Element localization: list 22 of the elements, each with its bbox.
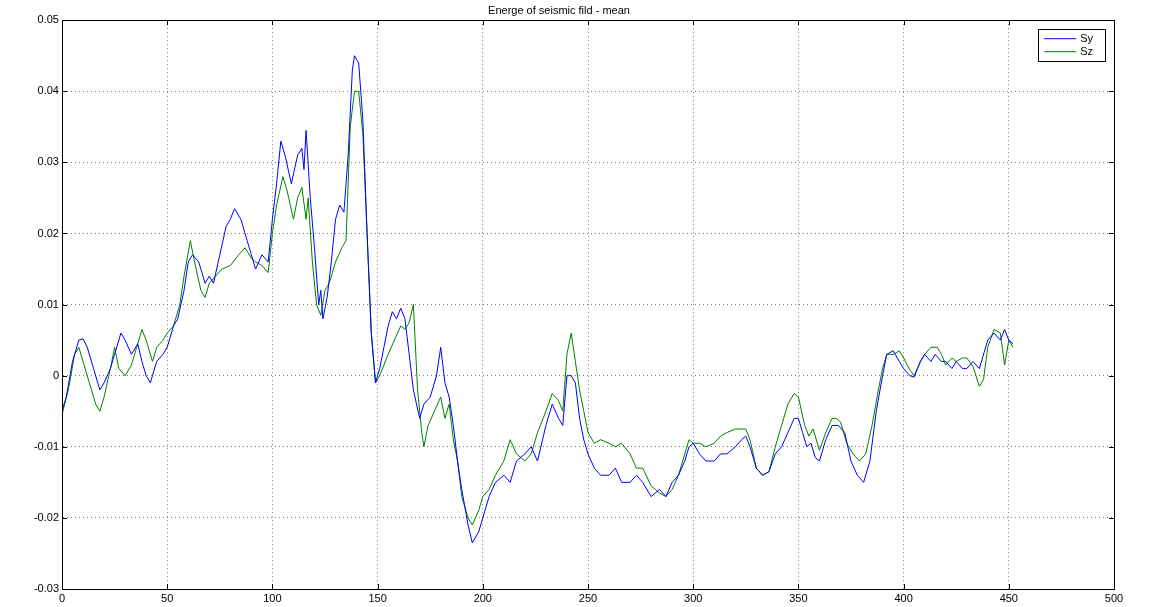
y-tick-label: 0.01 [37, 297, 59, 310]
x-tick-label: 100 [263, 591, 282, 604]
x-tick-label: 500 [1104, 591, 1124, 604]
y-tick-label: 0.04 [37, 84, 59, 97]
y-tick-label: 0 [52, 368, 59, 381]
x-tick-label: 200 [473, 591, 492, 604]
x-tick-label: 350 [789, 591, 808, 604]
y-tick-label: 0.02 [37, 226, 59, 239]
y-tick-label: -0.03 [33, 582, 59, 595]
y-tick-label: 0.03 [37, 155, 59, 168]
x-tick-label: 250 [578, 591, 598, 604]
legend-label: Sy [1080, 31, 1094, 44]
legend-label: Sz [1080, 44, 1094, 57]
x-tick-label: 450 [999, 591, 1018, 604]
x-tick-label: 400 [894, 591, 913, 604]
y-tick-label: -0.02 [33, 510, 59, 523]
chart-title: Energe of seismic fild - mean [488, 3, 630, 16]
x-tick-label: 150 [368, 591, 387, 604]
y-tick-label: 0.05 [37, 13, 59, 26]
y-tick-label: -0.01 [33, 439, 59, 452]
x-tick-label: 300 [684, 591, 703, 604]
x-tick-label: 50 [161, 591, 174, 604]
